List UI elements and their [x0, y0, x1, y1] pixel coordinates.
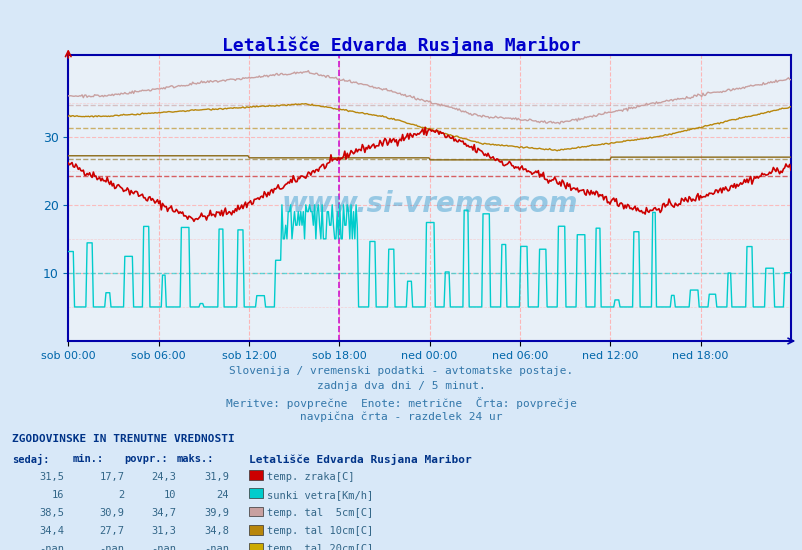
Text: sedaj:: sedaj: [12, 454, 50, 465]
Text: Meritve: povprečne  Enote: metrične  Črta: povprečje: Meritve: povprečne Enote: metrične Črta:… [225, 397, 577, 409]
Text: -nan: -nan [39, 544, 64, 550]
Text: 31,3: 31,3 [152, 526, 176, 536]
Text: navpična črta - razdelek 24 ur: navpična črta - razdelek 24 ur [300, 412, 502, 422]
Text: sunki vetra[Km/h]: sunki vetra[Km/h] [266, 490, 372, 500]
Text: Slovenija / vremenski podatki - avtomatske postaje.: Slovenija / vremenski podatki - avtomats… [229, 366, 573, 376]
Text: temp. tal 20cm[C]: temp. tal 20cm[C] [266, 544, 372, 550]
Text: 34,4: 34,4 [39, 526, 64, 536]
Text: 34,7: 34,7 [152, 508, 176, 518]
Text: 2: 2 [118, 490, 124, 500]
Text: temp. zraka[C]: temp. zraka[C] [266, 472, 354, 482]
Text: 34,8: 34,8 [204, 526, 229, 536]
Text: min.:: min.: [72, 454, 103, 464]
Text: 10: 10 [164, 490, 176, 500]
Text: Letališče Edvarda Rusjana Maribor: Letališče Edvarda Rusjana Maribor [222, 36, 580, 55]
Text: 27,7: 27,7 [99, 526, 124, 536]
Text: www.si-vreme.com: www.si-vreme.com [281, 190, 577, 218]
Text: ZGODOVINSKE IN TRENUTNE VREDNOSTI: ZGODOVINSKE IN TRENUTNE VREDNOSTI [12, 434, 234, 444]
Text: 31,5: 31,5 [39, 472, 64, 482]
Text: -nan: -nan [152, 544, 176, 550]
Text: 16: 16 [51, 490, 64, 500]
Text: zadnja dva dni / 5 minut.: zadnja dva dni / 5 minut. [317, 381, 485, 391]
Text: 17,7: 17,7 [99, 472, 124, 482]
Text: temp. tal 10cm[C]: temp. tal 10cm[C] [266, 526, 372, 536]
Text: Letališče Edvarda Rusjana Maribor: Letališče Edvarda Rusjana Maribor [249, 454, 471, 465]
Text: temp. tal  5cm[C]: temp. tal 5cm[C] [266, 508, 372, 518]
Text: 30,9: 30,9 [99, 508, 124, 518]
Text: 24,3: 24,3 [152, 472, 176, 482]
Text: 31,9: 31,9 [204, 472, 229, 482]
Text: -nan: -nan [99, 544, 124, 550]
Text: 39,9: 39,9 [204, 508, 229, 518]
Text: maks.:: maks.: [176, 454, 214, 464]
Text: povpr.:: povpr.: [124, 454, 168, 464]
Text: -nan: -nan [204, 544, 229, 550]
Text: 24: 24 [216, 490, 229, 500]
Text: 38,5: 38,5 [39, 508, 64, 518]
